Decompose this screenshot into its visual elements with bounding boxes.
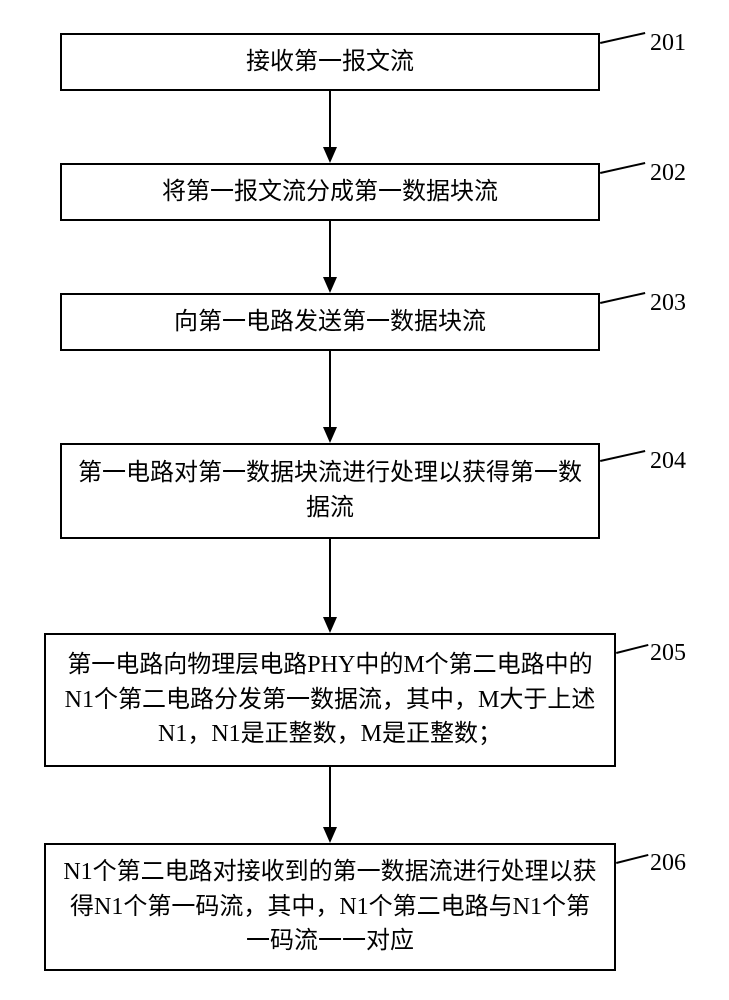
step-label-206: 206 (650, 850, 686, 877)
leader-line-2 (600, 162, 645, 174)
flow-node-4: 第一电路对第一数据块流进行处理以获得第一数据流 (60, 443, 600, 539)
flow-arrow-1 (320, 91, 340, 163)
flow-node-3: 向第一电路发送第一数据块流 (60, 293, 600, 351)
flow-node-5: 第一电路向物理层电路PHY中的M个第二电路中的N1个第二电路分发第一数据流，其中… (44, 633, 616, 767)
flow-arrow-2 (320, 221, 340, 293)
step-label-205: 205 (650, 640, 686, 667)
flow-arrow-5 (320, 767, 340, 843)
flow-node-1: 接收第一报文流 (60, 33, 600, 91)
step-label-202: 202 (650, 160, 686, 187)
leader-line-5 (616, 644, 648, 654)
leader-line-4 (600, 450, 645, 462)
flow-node-text: 接收第一报文流 (246, 45, 414, 80)
flow-node-text: 将第一报文流分成第一数据块流 (162, 175, 498, 210)
leader-line-1 (600, 32, 645, 44)
flow-node-text: 第一电路向物理层电路PHY中的M个第二电路中的N1个第二电路分发第一数据流，其中… (60, 648, 600, 752)
flow-node-text: N1个第二电路对接收到的第一数据流进行处理以获得N1个第一码流，其中，N1个第二… (60, 855, 600, 959)
flow-node-text: 向第一电路发送第一数据块流 (174, 305, 486, 340)
step-label-204: 204 (650, 448, 686, 475)
leader-line-3 (600, 292, 645, 304)
step-label-201: 201 (650, 30, 686, 57)
leader-line-6 (616, 854, 648, 864)
flow-arrow-3 (320, 351, 340, 443)
flow-node-6: N1个第二电路对接收到的第一数据流进行处理以获得N1个第一码流，其中，N1个第二… (44, 843, 616, 971)
step-label-203: 203 (650, 290, 686, 317)
flow-arrow-4 (320, 539, 340, 633)
flow-node-2: 将第一报文流分成第一数据块流 (60, 163, 600, 221)
flow-node-text: 第一电路对第一数据块流进行处理以获得第一数据流 (76, 456, 584, 526)
flowchart-canvas: 接收第一报文流 201 将第一报文流分成第一数据块流 202 向第一电路发送第一数据块流… (0, 0, 729, 1000)
